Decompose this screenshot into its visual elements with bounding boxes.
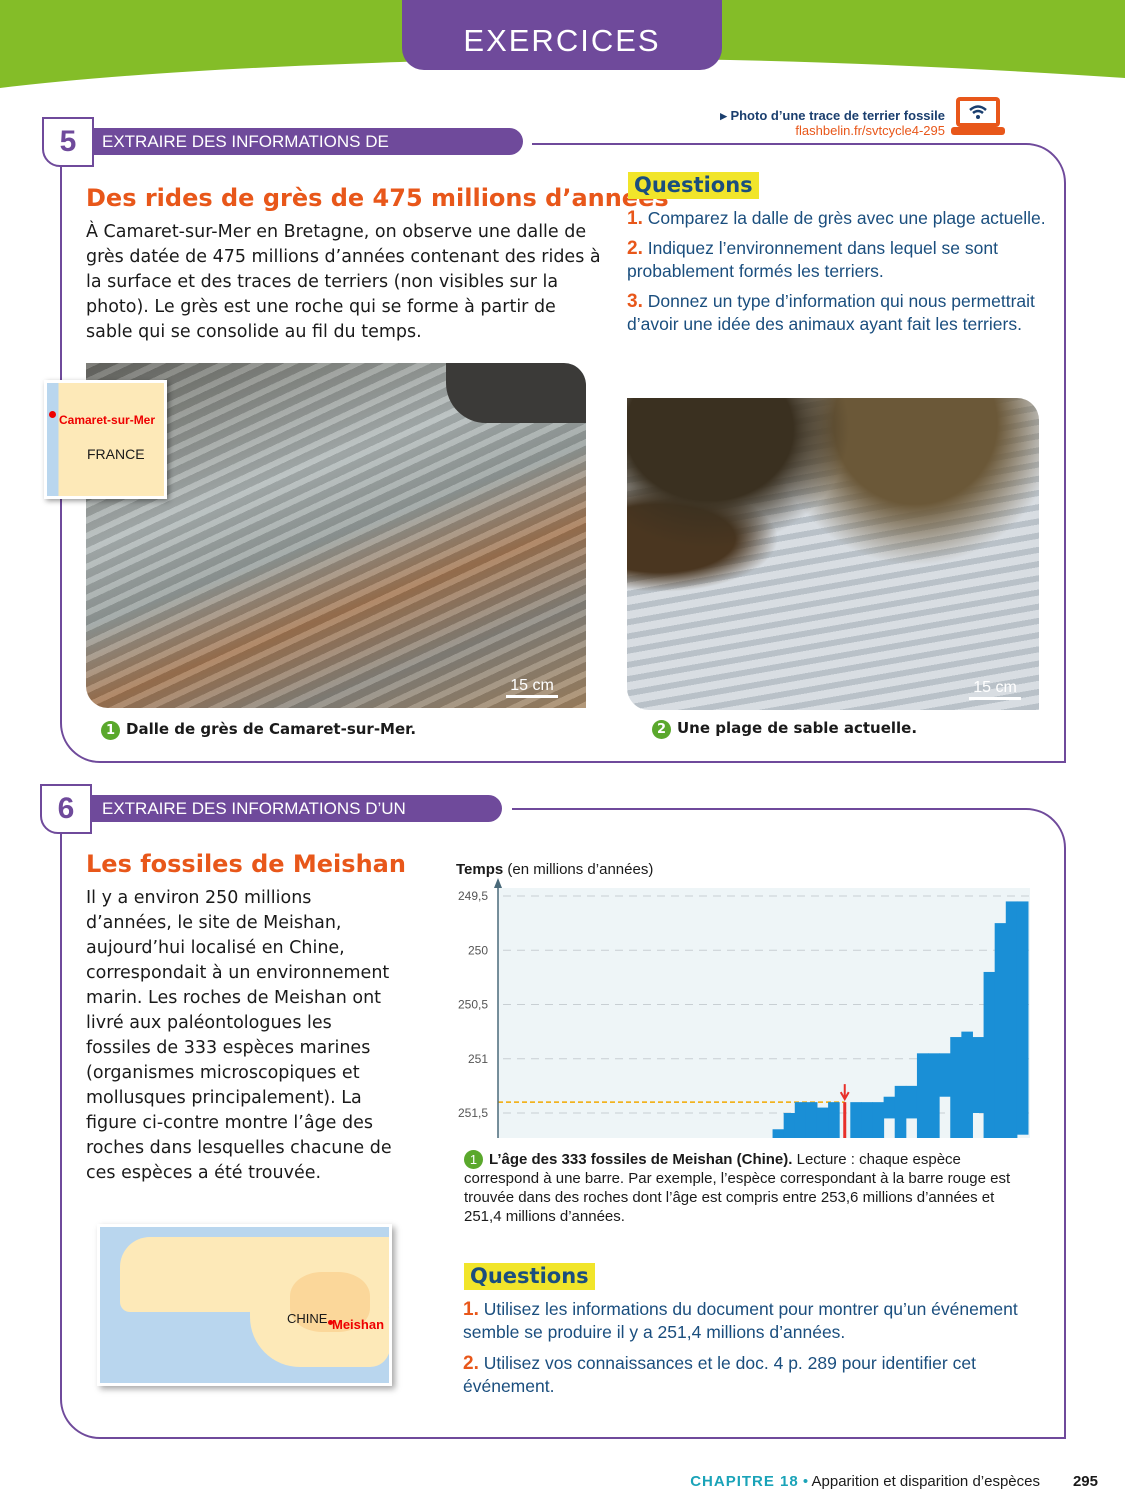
exercise-5-heading: EXTRAIRE DES INFORMATIONS DE PHOTOGRAPHI… <box>90 128 523 178</box>
questions-title: Questions <box>628 172 759 199</box>
map-place-label: Camaret-sur-Mer <box>59 413 156 427</box>
y-tick-label: 250 <box>468 943 488 957</box>
question-item: 1. Comparez la dalle de grès avec une pl… <box>627 208 1046 229</box>
exercise-5-number: 5 <box>42 117 94 167</box>
question-item: 1. Utilisez les informations du document… <box>463 1299 1018 1342</box>
france-map: Camaret-sur-Mer FRANCE <box>44 380 167 499</box>
data-bar <box>1005 901 1018 1138</box>
exercise-6-box <box>60 808 1066 1439</box>
data-bar <box>972 1037 985 1113</box>
data-bar <box>816 1107 829 1138</box>
link-url[interactable]: flashbelin.fr/svtcycle4-295 <box>795 123 945 138</box>
caption-text: Une plage de sable actuelle. <box>677 719 918 737</box>
data-bar <box>850 1102 862 1138</box>
page-number: 295 <box>1072 1473 1098 1490</box>
map-place-label: Meishan <box>332 1317 385 1332</box>
y-tick-label: 249,5 <box>458 889 488 903</box>
exercise-6-heading: EXTRAIRE DES INFORMATIONS D’UN GRAPHIQUE <box>90 795 502 845</box>
data-bar <box>883 1096 896 1119</box>
link-label[interactable]: Photo d’une trace de terrier fossile <box>730 108 945 123</box>
data-bar <box>961 1031 973 1138</box>
exercise-6-title: Les fossiles de Meishan <box>86 850 406 878</box>
data-bar <box>983 971 996 1138</box>
exercise-6-text: Il y a environ 250 millions d’années, le… <box>86 888 392 1183</box>
chart-ylabel: Temps (en millions d’années) <box>456 861 654 878</box>
plot-background <box>498 888 1030 1138</box>
map-country-label: CHINE <box>287 1311 328 1326</box>
y-tick-label: 250,5 <box>458 998 488 1012</box>
data-bar <box>872 1102 885 1138</box>
web-link[interactable]: ▸ Photo d’une trace de terrier fossile f… <box>720 108 945 138</box>
exercise-5-title: Des rides de grès de 475 millions d’anné… <box>86 184 669 212</box>
data-bar <box>794 1102 807 1138</box>
caption-number: 1 <box>464 1150 483 1169</box>
y-tick-label: 251,5 <box>458 1106 488 1120</box>
china-map: CHINE Meishan <box>97 1224 392 1386</box>
question-item: 2. Indiquez l’environnement dans lequel … <box>627 238 998 281</box>
scale-bar: 15 cm <box>506 677 558 698</box>
caption-text: Dalle de grès de Camaret-sur-Mer. <box>126 720 417 738</box>
caption-number: 2 <box>652 720 671 739</box>
sandstone-photo: 15 cm <box>86 363 586 708</box>
map-country-label: FRANCE <box>87 446 145 462</box>
data-bar <box>950 1037 962 1138</box>
data-bar <box>939 1053 951 1097</box>
exercise-6-number: 6 <box>40 784 92 834</box>
questions-list: 1. Utilisez les informations du document… <box>463 1298 1043 1398</box>
data-bar <box>905 1085 918 1119</box>
chart-caption: 1 L’âge des 333 fossiles de Meishan (Chin… <box>464 1150 1011 1225</box>
arrow-down-icon <box>839 1084 850 1102</box>
questions-list: 1. Comparez la dalle de grès avec une pl… <box>627 207 1047 336</box>
laptop-wifi-icon[interactable] <box>951 96 1005 136</box>
data-bar <box>894 1085 907 1138</box>
footer: CHAPITRE 18 • Apparition et disparition … <box>690 1473 1040 1490</box>
section-tab: EXERCICES <box>402 0 722 70</box>
data-bar <box>828 1102 840 1138</box>
data-bar <box>1016 901 1029 1135</box>
data-bar <box>772 1129 785 1138</box>
data-bar <box>928 1053 940 1138</box>
data-bar <box>994 923 1007 1138</box>
question-item: 2. Utilisez vos connaissances et le doc.… <box>463 1353 976 1396</box>
exercise-5-text: À Camaret-sur-Mer en Bretagne, on observ… <box>86 222 601 342</box>
y-tick-label: 251 <box>468 1052 488 1066</box>
photo-2-caption: 2 Une plage de sable actuelle. <box>652 719 917 739</box>
location-dot-icon <box>328 1320 333 1325</box>
caption-number: 1 <box>101 721 120 740</box>
data-bar <box>783 1113 796 1138</box>
highlight-bar <box>843 1102 847 1138</box>
scale-bar: 15 cm <box>969 679 1021 700</box>
data-bar <box>805 1102 818 1138</box>
location-dot-icon <box>49 411 56 418</box>
photo-1-caption: 1 Dalle de grès de Camaret-sur-Mer. <box>101 720 416 740</box>
data-bar <box>861 1102 874 1138</box>
y-axis-arrow-icon <box>494 878 502 888</box>
questions-title: Questions <box>464 1263 595 1290</box>
beach-photo: 15 cm <box>627 398 1039 710</box>
data-bar <box>916 1053 929 1138</box>
question-item: 3. Donnez un type d’information qui nous… <box>627 291 1035 334</box>
